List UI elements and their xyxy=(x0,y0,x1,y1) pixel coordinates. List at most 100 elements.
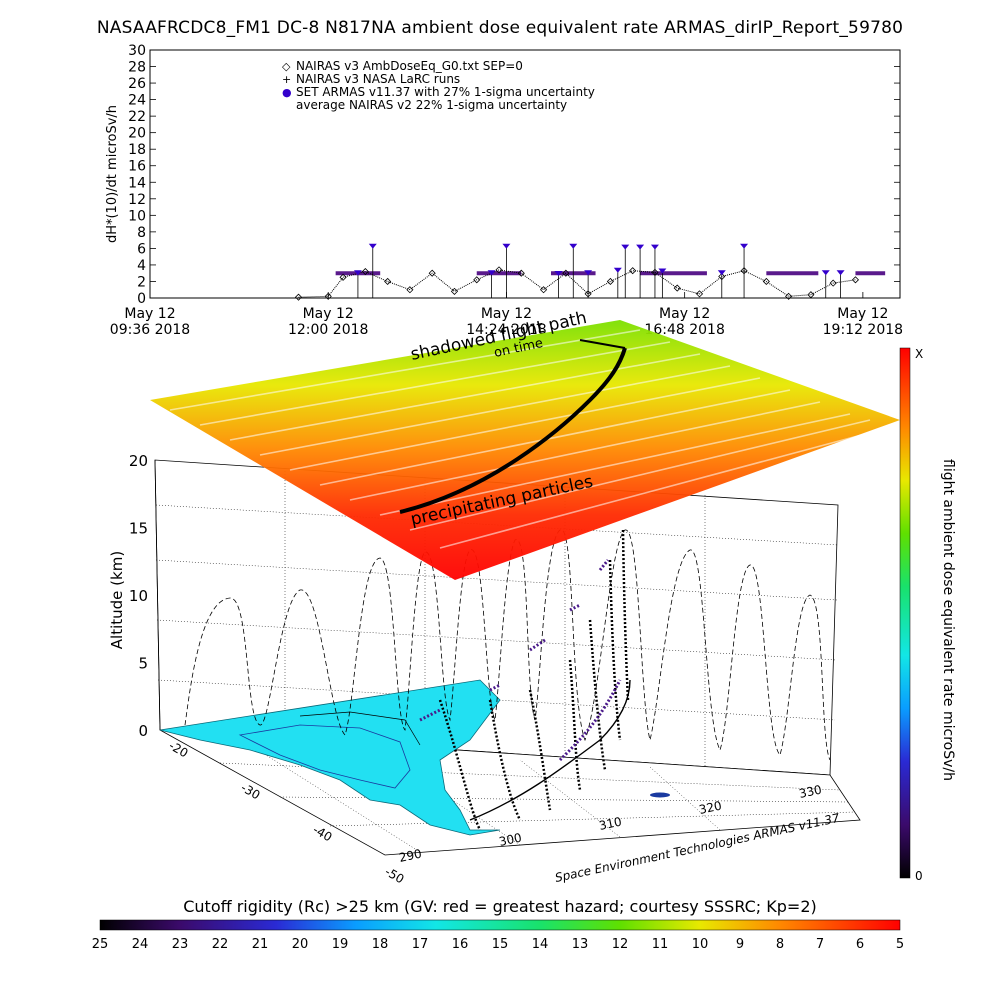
armas-point xyxy=(621,244,630,250)
nairas-point xyxy=(785,292,793,300)
y-tick-label: 16 xyxy=(128,159,146,175)
nairas-point xyxy=(807,291,815,299)
nairas-point xyxy=(539,286,548,294)
armas-point xyxy=(636,244,645,250)
armas-point xyxy=(353,270,362,276)
altitude-ticks: 0 5 10 15 20 xyxy=(129,452,148,740)
longitude-tick-label: 300 xyxy=(498,830,523,848)
armas-point xyxy=(821,270,830,276)
dose-rate-sheet xyxy=(150,320,900,580)
legend-symbol: + xyxy=(282,73,291,86)
nairas-point xyxy=(829,279,837,287)
rigidity-tick-label: 20 xyxy=(292,937,309,952)
armas-point xyxy=(717,270,726,276)
rigidity-tick-label: 25 xyxy=(92,937,109,952)
nairas-point xyxy=(517,269,525,277)
nairas-series-line xyxy=(298,269,856,298)
armas-point xyxy=(487,270,496,276)
rigidity-tick-label: 16 xyxy=(452,937,469,952)
rigidity-tick-label: 8 xyxy=(776,937,784,952)
nairas-point xyxy=(762,277,770,286)
armas-point xyxy=(836,270,845,276)
x-tick-label-time: 14:24 2018 xyxy=(466,322,546,338)
purple-dose-track xyxy=(419,559,622,762)
shadowed-flight-path xyxy=(399,347,627,514)
rigidity-tick-label: 9 xyxy=(736,937,744,952)
y-tick-label: 20 xyxy=(128,126,146,142)
altitude-tick-label: 0 xyxy=(138,722,148,740)
y-tick-label: 6 xyxy=(137,241,146,257)
rigidity-tick-label: 19 xyxy=(332,937,349,952)
x-tick-label-date: May 12 xyxy=(303,306,354,322)
legend-text: NAIRAS v3 AmbDoseEq_G0.txt SEP=0 xyxy=(296,59,523,73)
dose-colorbar-bottom: 0 xyxy=(915,869,923,883)
rigidity-tick-label: 21 xyxy=(252,937,269,952)
rigidity-tick-label: 15 xyxy=(492,937,509,952)
nairas-point xyxy=(406,286,414,294)
rigidity-tick-label: 12 xyxy=(612,937,629,952)
border-lines xyxy=(238,724,411,789)
y-tick-label: 4 xyxy=(137,258,146,274)
dose-colorbar-fill xyxy=(899,347,911,879)
nairas-point xyxy=(428,269,436,277)
x-tick-label-date: May 12 xyxy=(124,306,175,322)
rigidity-tick-label: 5 xyxy=(896,937,904,952)
rigidity-tick-label: 11 xyxy=(652,937,669,952)
armas-point xyxy=(584,270,593,276)
ground-track xyxy=(469,679,631,821)
y-tick-label: 12 xyxy=(128,192,146,208)
measured-dose-track xyxy=(438,529,630,831)
rigidity-colorbar-ticks: 25 24 23 22 21 20 19 18 17 16 15 14 13 12 11 10 9 8 7 6 5 xyxy=(92,937,904,952)
armas-point xyxy=(658,268,667,274)
rigidity-tick-label: 6 xyxy=(856,937,864,952)
island xyxy=(650,792,670,798)
dose-colorbar-label: flight ambient dose equivalent rate micr… xyxy=(940,459,956,781)
armas-point xyxy=(740,243,749,249)
x-tick-label-date: May 12 xyxy=(481,306,532,322)
x-tick-label-date: May 12 xyxy=(837,306,888,322)
altitude-tick-label: 10 xyxy=(129,587,148,605)
rigidity-tick-label: 10 xyxy=(692,937,709,952)
y-tick-label: 8 xyxy=(137,225,146,241)
x-tick-label-time: 19:12 2018 xyxy=(823,322,903,338)
nairas-point xyxy=(562,269,570,277)
rigidity-colorbar-label: Cutoff rigidity (Rc) >25 km (GV: red = g… xyxy=(183,897,817,916)
rigidity-tick-label: 13 xyxy=(572,937,589,952)
legend-text: average NAIRAS v2 22% 1-sigma uncertaint… xyxy=(296,98,567,112)
legend-text: NAIRAS v3 NASA LaRC runs xyxy=(296,72,460,86)
flight-altitude-profile xyxy=(184,529,831,761)
rigidity-colorbar: Cutoff rigidity (Rc) >25 km (GV: red = g… xyxy=(92,897,904,952)
chart-title: NASAAFRCDC8_FM1 DC-8 N817NA ambient dose… xyxy=(96,18,904,38)
nairas-point xyxy=(339,273,347,281)
nairas-point xyxy=(495,266,503,274)
country-border xyxy=(299,711,421,746)
rigidity-tick-label: 7 xyxy=(816,937,824,952)
nairas-point xyxy=(324,292,332,300)
armas-point xyxy=(368,243,377,249)
y-tick-label: 28 xyxy=(128,60,146,76)
longitude-tick-label: 330 xyxy=(798,782,823,800)
rigidity-tick-label: 18 xyxy=(372,937,389,952)
x-tick-label-date: May 12 xyxy=(659,306,710,322)
armas-point xyxy=(613,267,622,273)
x-tick-label-time: 09:36 2018 xyxy=(110,322,190,338)
altitude-tick-label: 15 xyxy=(129,520,148,538)
x-tick-label-time: 16:48 2018 xyxy=(644,322,724,338)
dose-colorbar: X 0 flight ambient dose equivalent rate … xyxy=(899,347,956,883)
y-tick-label: 24 xyxy=(128,93,146,109)
rigidity-tick-label: 14 xyxy=(532,937,549,952)
x-tick-label-time: 12:00 2018 xyxy=(288,322,368,338)
dose-colorbar-top: X xyxy=(915,347,923,361)
legend-symbol: ◇ xyxy=(282,60,291,73)
timeseries-y-label: dH*(10)/dt microSv/h xyxy=(105,105,120,243)
rigidity-tick-label: 22 xyxy=(212,937,229,952)
armas-point xyxy=(569,243,578,249)
longitude-tick-label: 290 xyxy=(398,846,423,864)
path-end-segment xyxy=(579,339,626,349)
longitude-tick-label: 310 xyxy=(598,814,623,832)
nairas-point xyxy=(473,276,481,284)
nairas-point xyxy=(606,277,614,286)
